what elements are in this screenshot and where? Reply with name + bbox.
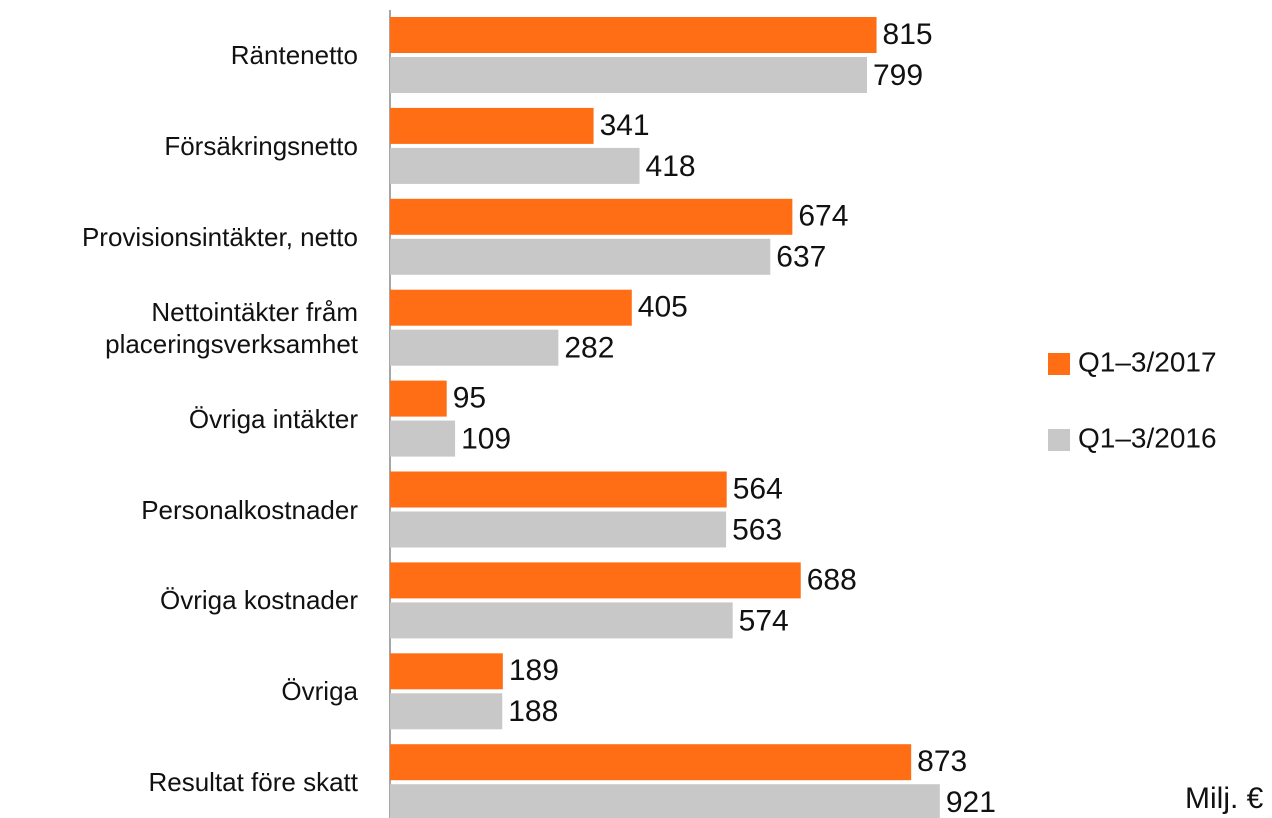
value-label: 563	[732, 513, 782, 546]
value-label: 637	[776, 241, 826, 274]
bar	[390, 784, 940, 818]
bar	[390, 653, 503, 690]
category-label: Nettointäkter fråm placeringsverksamhet	[105, 296, 358, 359]
value-label: 873	[917, 745, 967, 778]
value-label: 109	[461, 423, 511, 456]
value-label: 564	[733, 472, 783, 505]
value-label: 189	[509, 654, 559, 687]
value-label: 815	[883, 18, 933, 51]
bar	[390, 380, 447, 417]
bar	[390, 744, 912, 781]
value-label: 95	[453, 382, 486, 415]
category-label: Övriga kostnader	[160, 585, 358, 616]
bar	[390, 420, 456, 457]
legend-swatch	[1048, 353, 1070, 375]
bar	[390, 238, 771, 275]
category-label: Övriga intäkter	[188, 403, 358, 434]
bar	[390, 329, 559, 366]
value-label: 688	[807, 563, 857, 596]
category-label: Försäkringsnetto	[164, 130, 358, 161]
bar	[390, 147, 640, 184]
bar	[390, 562, 801, 599]
value-label: 799	[873, 59, 923, 92]
value-label: 282	[564, 332, 614, 365]
legend-swatch	[1048, 429, 1070, 451]
value-label: 405	[638, 291, 688, 324]
bar	[390, 289, 632, 326]
bar	[390, 107, 594, 144]
bar	[390, 17, 877, 53]
bar	[390, 693, 503, 730]
legend-label: Q1–3/2016	[1078, 422, 1217, 453]
value-label: 574	[739, 604, 789, 637]
bar	[390, 57, 868, 93]
value-label: 341	[600, 109, 650, 142]
bar	[390, 198, 793, 235]
value-label: 188	[508, 695, 558, 728]
bar	[390, 471, 727, 508]
category-label: Provisionsintäkter, netto	[81, 221, 358, 252]
legend-label: Q1–3/2017	[1078, 346, 1217, 377]
value-label: 921	[946, 786, 996, 818]
bar	[390, 511, 727, 548]
value-label: 418	[646, 150, 696, 183]
category-label: Övriga	[281, 676, 358, 707]
category-label: Räntenetto	[230, 40, 358, 70]
category-label: Personalkostnader	[141, 494, 358, 525]
bar	[390, 602, 733, 639]
unit-note: Milj. €	[1185, 782, 1264, 815]
category-label: Resultat före skatt	[148, 767, 358, 798]
value-label: 674	[798, 200, 848, 233]
